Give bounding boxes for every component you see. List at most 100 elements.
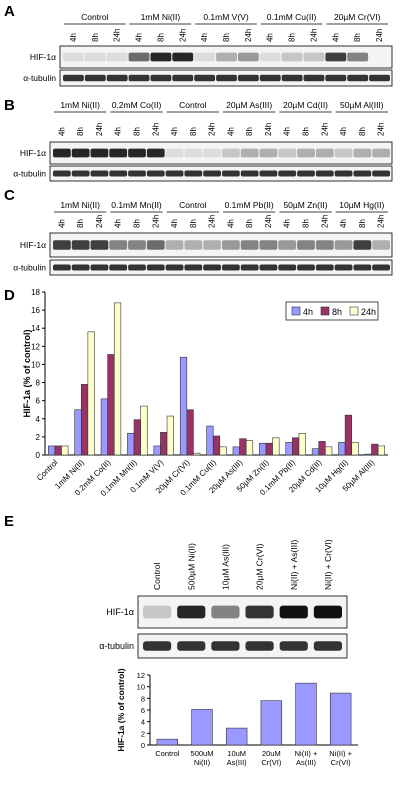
band (165, 240, 184, 250)
x-tick-label: Cr(VI) (331, 758, 351, 767)
band (71, 170, 90, 177)
bar (232, 446, 240, 456)
band (281, 74, 303, 82)
bar (295, 682, 317, 746)
band (203, 148, 221, 158)
time-label: 24h (375, 29, 384, 42)
band (237, 74, 259, 82)
bar (219, 446, 227, 456)
treatment-label: 20µM Cd(II) (283, 100, 328, 110)
band (315, 264, 334, 271)
band (353, 170, 372, 177)
band (278, 148, 297, 158)
x-tick-label: Control (35, 458, 60, 483)
y-tick-label: 10 (31, 360, 40, 369)
time-label: 4h (226, 219, 235, 228)
bar (140, 405, 148, 456)
bar (80, 384, 89, 456)
band (109, 240, 128, 250)
blot-frame (137, 595, 348, 629)
y-tick-label: 8 (141, 694, 145, 703)
band (165, 148, 184, 158)
band (325, 74, 347, 82)
band (71, 148, 90, 158)
band (143, 605, 172, 619)
band (240, 148, 259, 158)
time-label: 24h (320, 123, 329, 136)
band (194, 74, 216, 82)
band (347, 52, 369, 62)
y-axis-label: HIF-1a (% of control) (116, 668, 126, 751)
band (109, 170, 128, 177)
y-tick-label: 14 (31, 324, 40, 333)
time-label: 24h (320, 215, 329, 228)
bar (206, 425, 214, 456)
band (313, 605, 342, 619)
band (353, 240, 372, 250)
bar (338, 442, 346, 456)
bar (351, 442, 359, 456)
time-label: 24h (264, 215, 273, 228)
y-tick-label: 0 (141, 741, 145, 750)
band (369, 74, 390, 82)
row-label: HIF-1α (106, 607, 134, 617)
y-tick-label: 4 (36, 415, 41, 424)
time-label: 24h (208, 123, 217, 136)
time-label: 24h (244, 29, 253, 42)
treatment-label: 50µM Al(III) (340, 100, 384, 110)
band (172, 52, 194, 62)
x-tick-label: As(III) (227, 758, 248, 767)
y-tick-label: 0 (36, 451, 41, 460)
band (281, 52, 303, 62)
band (334, 240, 353, 250)
time-label: 4h (339, 219, 348, 228)
treatment-label: 0.1mM Cu(II) (267, 12, 317, 22)
time-label: 4h (114, 219, 123, 228)
band (315, 148, 334, 158)
bar (74, 409, 82, 456)
bar (61, 445, 69, 456)
band (203, 264, 221, 271)
time-label: 8h (302, 127, 311, 136)
x-tick-label: As(III) (296, 758, 317, 767)
treatment-label: Control (179, 100, 207, 110)
band (240, 264, 259, 271)
y-tick-label: 2 (36, 433, 41, 442)
time-label: 24h (151, 123, 160, 136)
bar (292, 437, 300, 456)
band (177, 641, 206, 651)
legend-label: 24h (361, 307, 376, 317)
band (203, 240, 221, 250)
band (128, 74, 150, 82)
time-label: 4h (283, 219, 292, 228)
band (146, 240, 165, 250)
band (53, 264, 71, 271)
band (334, 170, 353, 177)
y-tick-label: 18 (31, 288, 40, 297)
legend-box (285, 301, 379, 321)
y-tick-label: 12 (31, 342, 40, 351)
time-label: 24h (151, 215, 160, 228)
band (222, 148, 240, 158)
band (334, 148, 353, 158)
lane-label: Ni(II) + As(III) (289, 540, 299, 590)
legend-swatch (349, 306, 359, 316)
band (259, 148, 278, 158)
time-label: 24h (208, 215, 217, 228)
y-axis-label: HIF-1a (% of control) (22, 330, 32, 418)
y-tick-label: 6 (36, 397, 41, 406)
band (259, 74, 281, 82)
bar (239, 438, 247, 456)
legend-label: 8h (332, 307, 342, 317)
band (106, 74, 128, 82)
band (325, 52, 347, 62)
treatment-label: 10µM Hg(II) (339, 200, 384, 210)
band (315, 170, 334, 177)
time-label: 8h (245, 219, 254, 228)
y-tick-label: 16 (31, 306, 40, 315)
time-label: 24h (113, 29, 122, 42)
band (84, 52, 106, 62)
bar (259, 442, 267, 456)
band (259, 52, 281, 62)
